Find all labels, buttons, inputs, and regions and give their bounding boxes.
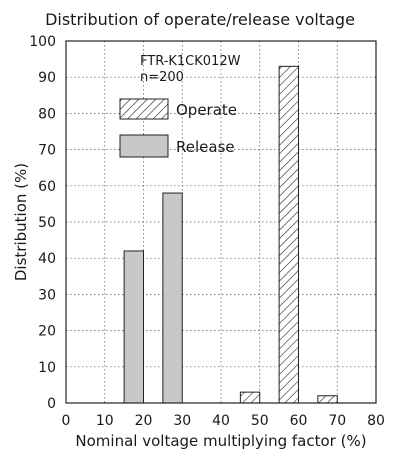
y-tick-label: 80 bbox=[38, 106, 56, 122]
bar-operate bbox=[278, 65, 299, 404]
x-tick-label: 70 bbox=[328, 413, 346, 429]
y-tick-label: 10 bbox=[38, 360, 56, 376]
legend-swatch-operate bbox=[119, 98, 169, 120]
y-tick-label: 30 bbox=[38, 287, 56, 303]
x-tick-label: 40 bbox=[212, 413, 230, 429]
legend-label-operate: Operate bbox=[176, 101, 237, 119]
chart-title: Distribution of operate/release voltage bbox=[45, 10, 355, 29]
y-tick-label: 50 bbox=[38, 215, 56, 231]
x-tick-label: 10 bbox=[96, 413, 114, 429]
x-axis-label: Nominal voltage multiplying factor (%) bbox=[75, 432, 366, 450]
x-tick-label: 0 bbox=[62, 413, 71, 429]
grid-lines bbox=[66, 41, 376, 403]
y-tick-label: 40 bbox=[38, 251, 56, 267]
x-tick-label: 80 bbox=[367, 413, 385, 429]
x-tick-label: 50 bbox=[251, 413, 269, 429]
y-tick-label: 100 bbox=[29, 34, 56, 50]
bar-operate bbox=[317, 395, 338, 404]
x-tick-labels: 0 10 20 30 40 50 60 70 80 bbox=[62, 413, 385, 429]
bar-release bbox=[162, 192, 183, 404]
y-axis-label: Distribution (%) bbox=[12, 163, 30, 281]
y-tick-label: 0 bbox=[47, 396, 56, 412]
y-tick-label: 70 bbox=[38, 143, 56, 159]
x-tick-label: 20 bbox=[135, 413, 153, 429]
bar-operate bbox=[239, 391, 261, 404]
legend-swatch-release bbox=[119, 134, 169, 158]
legend: Operate Release bbox=[119, 98, 237, 158]
y-tick-label: 20 bbox=[38, 324, 56, 340]
y-tick-label: 60 bbox=[38, 179, 56, 195]
x-tick-label: 30 bbox=[173, 413, 191, 429]
model-annotation: FTR-K1CK012W bbox=[140, 54, 241, 69]
bar-release bbox=[123, 250, 144, 404]
sample-size-annotation: n=200 bbox=[140, 70, 184, 85]
y-tick-label: 90 bbox=[38, 70, 56, 86]
y-tick-labels: 0 10 20 30 40 50 60 70 80 90 100 bbox=[29, 34, 56, 412]
x-tick-label: 60 bbox=[290, 413, 308, 429]
plot-frame bbox=[65, 40, 377, 404]
legend-label-release: Release bbox=[176, 138, 235, 156]
